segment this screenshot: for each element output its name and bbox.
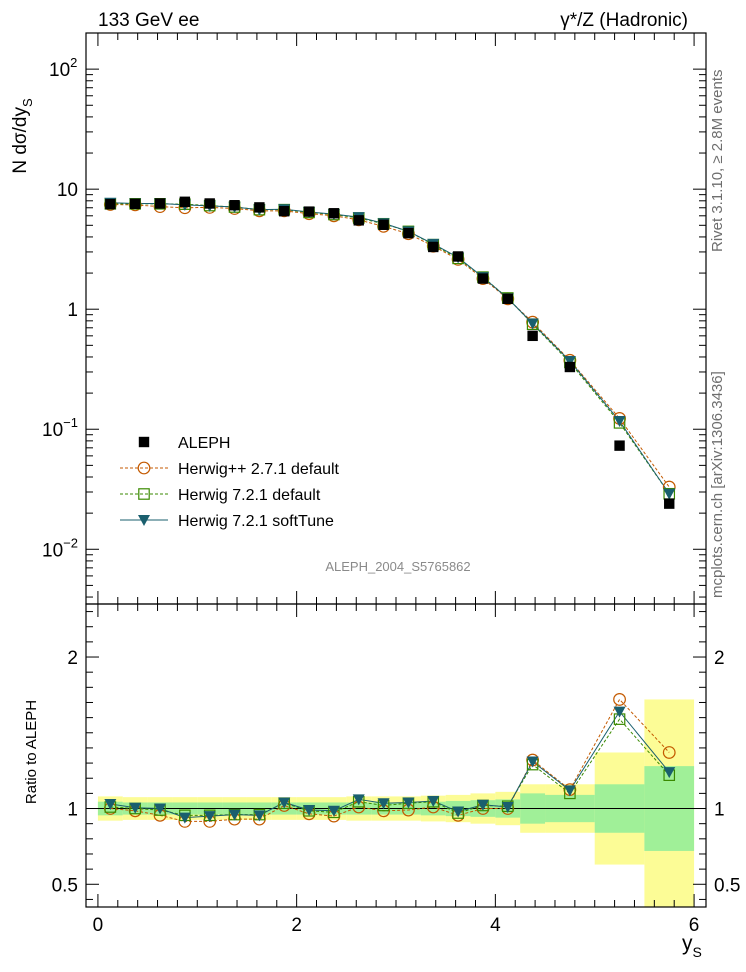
main-ytick-label: 102	[49, 55, 77, 81]
main-ytick-label-exp: −1	[63, 415, 78, 430]
ratio-ytick-label: 2	[67, 648, 78, 669]
ratio-series-point	[303, 805, 316, 817]
main-ytick-label-base: 10	[42, 540, 63, 561]
ratio-ytick-label: 1	[67, 800, 78, 821]
main-ytick-label-exp: −2	[63, 535, 78, 550]
main-series-point	[477, 273, 489, 284]
main-ytick-label-base: 10	[42, 420, 63, 441]
header-right: γ*/Z (Hadronic)	[560, 10, 688, 31]
legend-label: Herwig++ 2.7.1 default	[178, 461, 340, 478]
main-ytick-label-base: 10	[49, 60, 70, 81]
main-series-point	[303, 206, 315, 217]
ratio-series-point	[228, 809, 241, 821]
ratio-series-point	[178, 812, 191, 824]
main-ytick-label-exp: 2	[70, 55, 77, 70]
main-series-point	[663, 488, 676, 500]
main-series-line	[110, 204, 670, 488]
main-ylabel: N dσ/dyS	[10, 98, 35, 174]
header-left: 133 GeV ee	[98, 10, 199, 31]
ratio-series-point	[278, 797, 291, 809]
ratio-series-point	[104, 798, 117, 810]
main-series-point	[229, 200, 240, 211]
ratio-xtick-label: 2	[291, 915, 302, 936]
main-series-point	[564, 361, 576, 373]
ratio-series-point	[402, 797, 415, 809]
main-series-point	[613, 416, 626, 428]
main-series-point	[563, 356, 576, 368]
main-ylabel-sub: S	[20, 98, 35, 107]
ratio-ytick-label: 0.5	[52, 875, 78, 896]
ratio-xtick-label: 4	[490, 915, 501, 936]
main-series-point	[378, 219, 389, 230]
main-series-point	[279, 206, 290, 217]
watermark-label: ALEPH_2004_S5765862	[325, 559, 470, 574]
ratio-series-point	[501, 802, 514, 814]
main-series-point	[254, 202, 265, 213]
legend-label: Herwig 7.2.1 softTune	[178, 513, 334, 530]
ratio-ytick-label-right: 0.5	[714, 875, 740, 896]
ratio-series	[103, 693, 676, 828]
ratio-series-point	[253, 810, 266, 822]
main-series-point	[154, 198, 166, 209]
ratio-series-point	[663, 767, 676, 779]
ratio-series-point	[526, 756, 539, 768]
ratio-series-point	[613, 706, 626, 718]
ratio-series-point	[427, 795, 440, 807]
legend: ALEPH Herwig++ 2.7.1 default Herwig 7.2.1 …	[120, 435, 340, 530]
main-series-point	[353, 215, 364, 226]
main-ytick-label: 10−1	[42, 415, 78, 441]
legend-label: ALEPH	[178, 435, 230, 452]
main-series-point	[527, 330, 538, 342]
main-series	[103, 196, 676, 509]
main-series-point	[204, 198, 215, 209]
ratio-xlabel-text: y	[682, 932, 693, 955]
ratio-series-point	[613, 693, 626, 706]
main-series-point	[105, 198, 116, 210]
main-series-point	[526, 318, 539, 330]
main-series-point	[664, 498, 675, 509]
main-series-point	[428, 241, 439, 253]
ratio-ytick-label-right: 1	[714, 800, 725, 821]
ratio-series-point	[129, 802, 142, 814]
main-ytick-label: 10	[57, 180, 78, 201]
main-ylabel-text: N dσ/dy	[10, 107, 31, 174]
ratio-xlabel: yS	[682, 932, 702, 960]
legend-marker	[138, 515, 150, 526]
ratio-series-point	[476, 799, 489, 811]
ratio-series-point	[452, 806, 465, 818]
ratio-series-line	[110, 718, 670, 816]
main-series-point	[502, 293, 513, 305]
ratio-ylabel: Ratio to ALEPH	[23, 700, 40, 804]
ratio-ytick-label-right: 2	[714, 648, 725, 669]
main-series-point	[129, 198, 141, 210]
ratio-series-point	[203, 811, 216, 823]
main-ytick-label: 10−2	[42, 535, 78, 561]
ratio-series-point	[377, 798, 390, 810]
ratio-series-point	[154, 803, 167, 815]
ratio-series-point	[563, 785, 576, 797]
mcplots-label: mcplots.cern.ch [arXiv:1306.3436]	[709, 371, 726, 598]
main-series-point	[328, 208, 340, 219]
main-series-point	[452, 251, 464, 262]
main-series-point	[614, 440, 625, 451]
legend-label: Herwig 7.2.1 default	[178, 487, 321, 504]
rivet-label: Rivet 3.1.10, ≥ 2.8M events	[709, 70, 726, 253]
legend-marker	[138, 436, 150, 448]
legend-marker	[137, 461, 151, 475]
main-series-line	[110, 203, 670, 495]
main-series-point	[179, 196, 191, 207]
ratio-axes: 0.5 0.5 1 1 2 2 0 2 4 6	[52, 603, 740, 936]
ratio-series-point	[352, 794, 365, 806]
legend-marker	[138, 488, 150, 500]
main-ytick-label: 1	[67, 300, 78, 321]
main-series-point	[403, 227, 414, 239]
ratio-series-point	[327, 805, 340, 817]
ratio-xtick-label: 6	[689, 915, 700, 936]
ratio-xlabel-sub: S	[693, 944, 702, 960]
ratio-xtick-label: 0	[93, 915, 104, 936]
ratio-series-point	[662, 746, 676, 759]
